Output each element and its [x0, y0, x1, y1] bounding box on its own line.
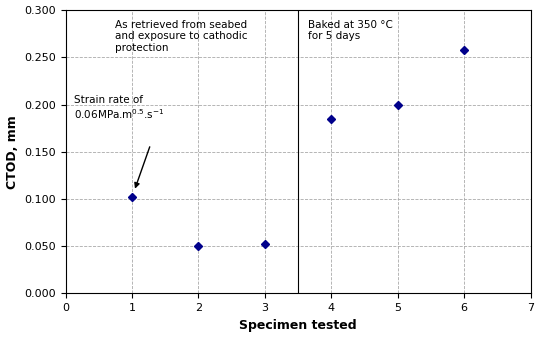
Text: Strain rate of
0.06MPa.m$^{0.5}$.s$^{-1}$: Strain rate of 0.06MPa.m$^{0.5}$.s$^{-1}… — [74, 95, 164, 121]
Text: Baked at 350 °C
for 5 days: Baked at 350 °C for 5 days — [308, 20, 393, 41]
X-axis label: Specimen tested: Specimen tested — [239, 318, 357, 331]
Y-axis label: CTOD, mm: CTOD, mm — [5, 115, 19, 189]
Text: As retrieved from seabed
and exposure to cathodic
protection: As retrieved from seabed and exposure to… — [115, 20, 248, 53]
